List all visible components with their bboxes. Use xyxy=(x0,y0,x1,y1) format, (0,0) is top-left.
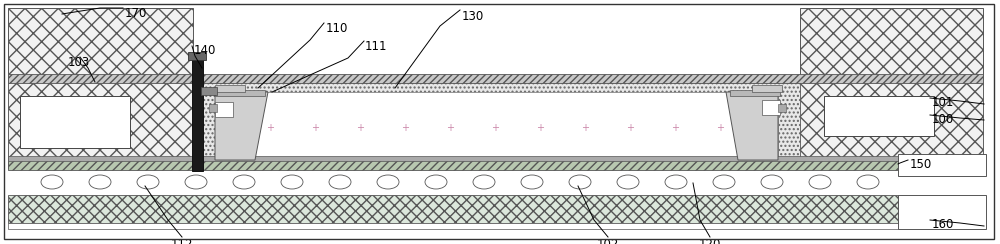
Text: 102: 102 xyxy=(597,238,619,244)
Bar xyxy=(824,96,934,136)
Text: 120: 120 xyxy=(699,238,721,244)
Ellipse shape xyxy=(41,175,63,189)
Ellipse shape xyxy=(89,175,111,189)
Bar xyxy=(800,8,983,80)
Ellipse shape xyxy=(329,175,351,189)
Polygon shape xyxy=(726,92,778,160)
Text: 103: 103 xyxy=(68,56,90,69)
Text: +: + xyxy=(671,123,679,133)
Text: 110: 110 xyxy=(326,22,348,35)
Bar xyxy=(800,76,983,168)
Bar xyxy=(188,52,206,60)
Text: 130: 130 xyxy=(462,10,484,23)
Text: 101: 101 xyxy=(932,96,954,109)
Text: 140: 140 xyxy=(194,44,216,57)
Text: +: + xyxy=(626,123,634,133)
Text: +: + xyxy=(446,123,454,133)
Bar xyxy=(898,154,986,176)
Ellipse shape xyxy=(137,175,159,189)
Bar xyxy=(762,100,780,115)
Polygon shape xyxy=(215,92,268,160)
Bar xyxy=(215,102,233,117)
Ellipse shape xyxy=(665,175,687,189)
Text: +: + xyxy=(536,123,544,133)
Text: 111: 111 xyxy=(365,40,388,53)
Ellipse shape xyxy=(713,175,735,189)
Ellipse shape xyxy=(761,175,783,189)
Ellipse shape xyxy=(233,175,255,189)
Bar xyxy=(192,56,203,171)
Bar xyxy=(8,76,193,168)
Bar xyxy=(8,8,193,80)
Bar xyxy=(8,76,983,168)
Bar xyxy=(201,87,217,95)
Ellipse shape xyxy=(521,175,543,189)
Bar xyxy=(215,85,245,92)
Bar xyxy=(20,96,130,148)
Ellipse shape xyxy=(857,175,879,189)
Ellipse shape xyxy=(281,175,303,189)
Ellipse shape xyxy=(473,175,495,189)
Bar xyxy=(778,104,786,112)
Text: +: + xyxy=(581,123,589,133)
Ellipse shape xyxy=(185,175,207,189)
Text: 160: 160 xyxy=(932,218,954,231)
Bar xyxy=(8,74,983,83)
Text: +: + xyxy=(491,123,499,133)
Bar xyxy=(8,195,898,223)
Text: 170: 170 xyxy=(125,7,147,20)
Bar xyxy=(215,92,778,160)
Text: +: + xyxy=(356,123,364,133)
Ellipse shape xyxy=(569,175,591,189)
Bar xyxy=(215,90,265,96)
Bar xyxy=(8,160,898,170)
Text: +: + xyxy=(311,123,319,133)
Ellipse shape xyxy=(617,175,639,189)
Ellipse shape xyxy=(377,175,399,189)
Bar xyxy=(898,195,986,229)
Bar xyxy=(8,156,898,161)
Bar xyxy=(209,104,217,112)
Text: +: + xyxy=(266,123,274,133)
Text: 100: 100 xyxy=(932,113,954,126)
Bar xyxy=(730,90,780,96)
Text: 150: 150 xyxy=(910,158,932,171)
Text: +: + xyxy=(716,123,724,133)
Bar xyxy=(752,85,782,92)
Bar xyxy=(8,223,898,229)
Text: 112: 112 xyxy=(171,238,193,244)
Ellipse shape xyxy=(425,175,447,189)
Ellipse shape xyxy=(809,175,831,189)
Text: +: + xyxy=(401,123,409,133)
